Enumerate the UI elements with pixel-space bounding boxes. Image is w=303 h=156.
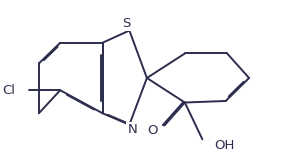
Text: OH: OH (214, 139, 235, 152)
Text: S: S (122, 17, 131, 30)
Text: Cl: Cl (2, 84, 15, 97)
Text: N: N (128, 123, 137, 136)
Text: O: O (148, 124, 158, 137)
